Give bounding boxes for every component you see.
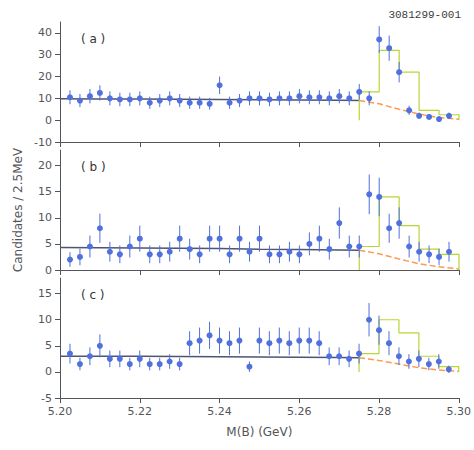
- svg-text:10: 10: [38, 313, 52, 326]
- svg-text:5: 5: [45, 339, 52, 352]
- svg-text:15: 15: [38, 287, 52, 300]
- svg-text:20: 20: [38, 159, 52, 172]
- svg-text:5.26: 5.26: [287, 405, 312, 418]
- svg-text:30: 30: [38, 48, 52, 61]
- svg-text:5.24: 5.24: [207, 405, 232, 418]
- svg-text:M(B) (GeV): M(B) (GeV): [226, 425, 292, 439]
- svg-text:0: 0: [45, 114, 52, 127]
- svg-text:-5: -5: [41, 392, 52, 405]
- svg-text:5: 5: [45, 237, 52, 250]
- svg-text:3081299-001: 3081299-001: [388, 9, 461, 21]
- svg-text:20: 20: [38, 70, 52, 83]
- svg-text:0: 0: [45, 264, 52, 277]
- svg-text:15: 15: [38, 185, 52, 198]
- svg-text:-10: -10: [34, 136, 52, 149]
- svg-text:( c ): ( c ): [81, 288, 105, 302]
- svg-text:10: 10: [38, 211, 52, 224]
- svg-text:Candidates / 2.5MeV: Candidates / 2.5MeV: [11, 147, 25, 272]
- svg-text:5.22: 5.22: [128, 405, 153, 418]
- svg-text:10: 10: [38, 92, 52, 105]
- svg-text:5.28: 5.28: [367, 405, 392, 418]
- svg-text:5.30: 5.30: [447, 405, 472, 418]
- svg-text:( b ): ( b ): [81, 160, 106, 174]
- svg-text:40: 40: [38, 26, 52, 39]
- svg-text:0: 0: [45, 365, 52, 378]
- svg-text:5.20: 5.20: [48, 405, 73, 418]
- svg-text:( a ): ( a ): [81, 32, 105, 46]
